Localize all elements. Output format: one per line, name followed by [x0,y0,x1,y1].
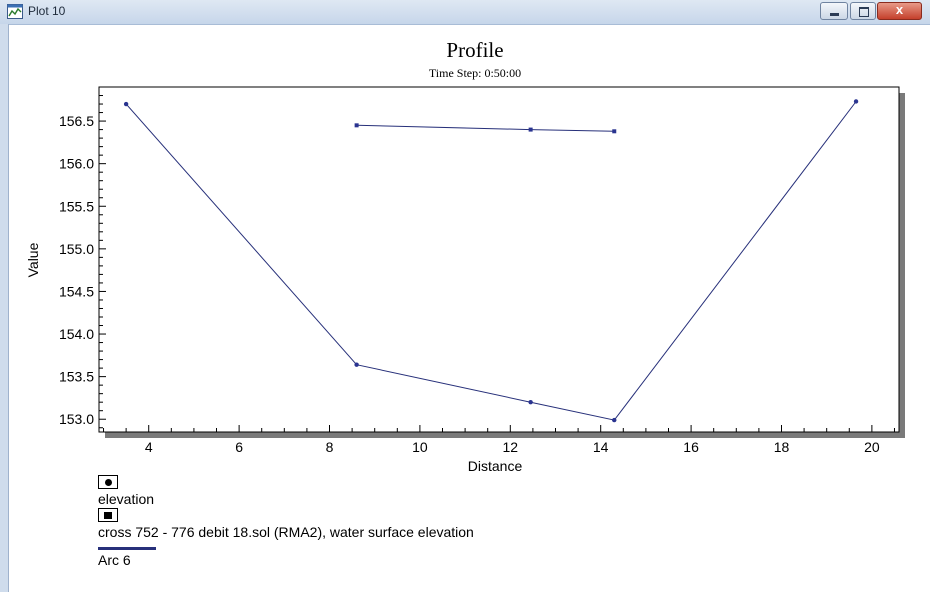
legend-line-symbol [98,547,156,550]
plot-area [98,86,900,433]
elevation-point [123,101,129,107]
x-tick-label: 6 [235,439,243,455]
elevation-point [528,399,533,405]
series-layer [123,99,859,423]
y-tick-label: 154.5 [59,283,94,299]
legend-circle-symbol [98,475,118,489]
legend: elevation cross 752 - 776 debit 18.sol (… [98,475,898,569]
elevation-point [853,99,859,104]
y-tick-label: 154.0 [59,326,94,342]
x-tick-label: 14 [593,439,609,455]
close-icon: x [895,2,904,17]
legend-square-symbol [98,508,118,522]
y-tick-label: 155.5 [59,198,94,214]
water-surface-point [612,129,617,134]
legend-label-elevation: elevation [98,491,155,507]
water-surface-point [528,127,533,132]
y-tick-label: 156.5 [59,113,94,129]
minimize-button[interactable] [820,2,848,20]
minimize-icon [830,13,839,16]
y-axis-ticks: 153.0 153.5 154.0 154.5 155.0 155.5 156.0 156.5 [59,86,106,429]
elevation-point [612,417,617,423]
y-tick-label: 153.5 [59,369,94,385]
window-left-frame [0,24,9,592]
elevation-point [354,362,359,367]
window-title: Plot 10 [28,4,66,18]
x-tick-label: 20 [864,439,880,455]
y-axis-label: Value [25,242,41,277]
y-tick-label: 156.0 [59,156,94,172]
x-axis-ticks: 4 6 8 10 12 14 16 18 20 [103,425,895,455]
x-tick-label: 10 [412,439,428,455]
legend-label-arc: Arc 6 [98,552,131,568]
title-bar[interactable]: Plot 10 x [0,0,930,25]
maximize-icon [859,7,869,17]
legend-label-water-surface: cross 752 - 776 debit 18.sol (RMA2), wat… [98,524,474,540]
x-axis-label: Distance [468,458,523,474]
x-tick-label: 18 [774,439,790,455]
y-tick-label: 153.0 [59,411,94,427]
maximize-button[interactable] [850,2,876,20]
x-tick-label: 12 [503,439,519,455]
x-tick-label: 8 [326,439,334,455]
plot-icon [7,4,23,19]
y-tick-label: 155.0 [59,241,94,257]
chart-title: Profile [446,38,503,62]
chart-subtitle: Time Step: 0:50:00 [429,66,521,80]
close-button[interactable]: x [877,2,922,20]
water-surface-point [354,123,359,128]
x-tick-label: 4 [145,439,153,455]
x-tick-label: 16 [683,439,699,455]
